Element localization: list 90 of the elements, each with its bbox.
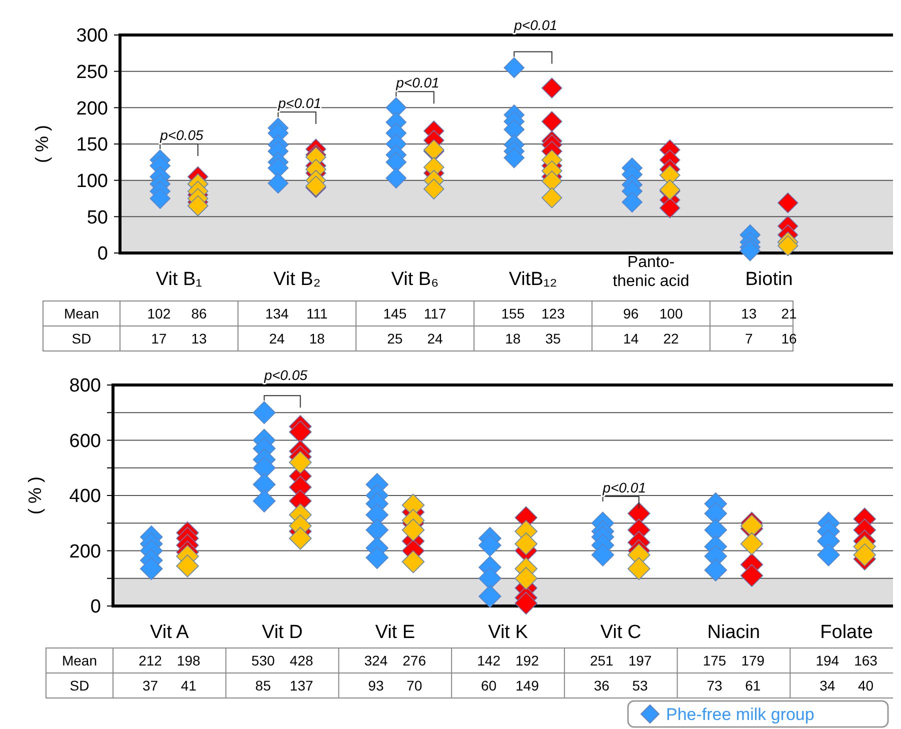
text: 111 [306,305,328,322]
y-tick-label: 50 [86,207,108,228]
y-tick-label: 600 [69,430,101,452]
y-tick-label: 250 [76,62,108,83]
text: 137 [290,677,314,694]
text: 36 [594,677,610,694]
x-tick-label: Folate [820,622,873,643]
x-tick-label: Vit B₆ [391,269,439,290]
text: Mean [64,305,100,322]
text: 70 [406,677,422,694]
text: 34 [820,677,836,694]
text: 175 [702,652,726,668]
text: 73 [706,677,723,694]
legend-label: Phe-free milk group [666,704,814,724]
text: 35 [545,330,562,346]
text: 40 [858,677,874,694]
y-tick-label: 0 [90,596,101,618]
y-tick-label: 200 [69,541,101,562]
x-tick-label: Vit A [150,622,190,643]
text: 179 [741,652,765,668]
text: 25 [387,330,403,346]
annotation: p<0.01 [277,95,322,112]
text: 96 [623,305,639,322]
text: 102 [147,305,171,322]
text: 41 [180,677,197,694]
y-tick-label: 200 [76,98,108,120]
text: 100 [659,305,683,322]
text: 142 [477,652,501,668]
text: 24 [427,330,444,346]
y-tick-label: 300 [76,26,108,47]
text: 13 [191,330,208,346]
text: 198 [176,652,201,668]
x-tick-label: Niacin [707,622,760,643]
x-tick-label: Vit B₁ [156,269,202,290]
text: 16 [781,330,798,346]
text: 37 [142,677,158,694]
text: 61 [745,677,761,694]
annotation: p<0.01 [602,479,646,496]
text: 123 [541,305,565,322]
text: p<0.05 [263,367,308,383]
text: 93 [368,677,384,694]
x-tick-label: Vit D [262,622,303,643]
text: 14 [623,330,639,346]
text: 530 [251,652,275,668]
x-tick-label: Panto-thenic acid [612,254,690,290]
text: 145 [383,305,407,322]
y-tick-label: 400 [69,486,101,508]
text: SD [70,677,90,694]
annotation: p<0.01 [395,74,440,91]
text: 149 [516,677,540,694]
x-tick-label: Biotin [745,269,793,290]
text: p<0.01 [513,17,558,33]
text: 197 [628,652,652,668]
text: 192 [516,652,540,668]
text: 53 [632,677,648,694]
y-tick-label: 800 [69,376,101,397]
text: 21 [781,305,798,322]
text: 18 [505,330,521,346]
y-axis-title: ( % ) [32,125,52,163]
text: 60 [481,677,497,694]
text: 17 [151,330,167,346]
x-tick-label: Vit K [488,622,528,643]
text: 163 [854,652,878,668]
text: 85 [255,677,272,694]
y-axis-title: ( % ) [25,476,45,514]
y-tick-label: 150 [76,134,108,156]
text: 18 [309,330,326,346]
text: 13 [741,305,757,322]
text: SD [72,330,92,346]
text: 117 [424,305,446,322]
text: 7 [745,330,754,346]
text: 251 [590,652,614,668]
text: 155 [501,305,525,322]
y-tick-label: 0 [97,244,108,265]
text: 22 [663,330,680,346]
text: 86 [191,305,208,322]
text: 428 [290,652,314,668]
x-tick-label: Vit B₂ [273,269,321,290]
text: 24 [269,330,285,346]
annotation: p<0.05 [159,126,204,143]
x-tick-label: VitB₁₂ [508,269,558,290]
text: 134 [265,305,289,322]
text: Mean [62,652,98,668]
x-tick-label: Vit C [600,622,642,643]
x-tick-label: Vit E [375,622,416,643]
text: 212 [138,652,162,668]
text: 276 [402,652,426,668]
text: 194 [816,652,840,668]
text: 324 [364,652,388,668]
y-tick-label: 100 [76,170,108,192]
